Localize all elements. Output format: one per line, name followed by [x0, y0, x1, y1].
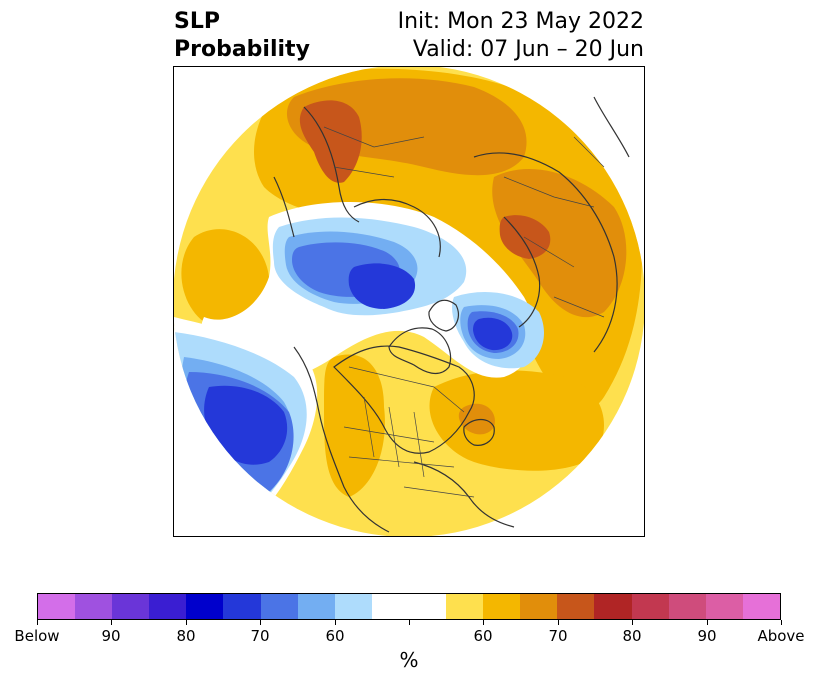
colorbar-tick-label: Above: [757, 627, 805, 645]
colorbar-tick-mark: [260, 620, 261, 625]
colorbar-cell: [742, 594, 780, 619]
colorbar-cell: [38, 594, 76, 619]
colorbar-tick-mark: [409, 620, 410, 625]
valid-range: Valid: 07 Jun – 20 Jun: [412, 37, 644, 62]
political-borders: [323, 126, 605, 498]
field-above-65-east: [492, 168, 627, 318]
map-title-left: SLP Probability: [174, 8, 310, 64]
colorbar-cell: [668, 594, 706, 619]
probability-colorbar: [37, 593, 781, 620]
colorbar-cell: [223, 594, 261, 619]
colorbar-tick-label: 80: [176, 627, 196, 645]
colorbar-cell: [631, 594, 669, 619]
colorbar-cell: [483, 594, 521, 619]
colorbar-tick-label: 90: [697, 627, 717, 645]
colorbar-tick-label: 70: [548, 627, 568, 645]
colorbar-tick-mark: [632, 620, 633, 625]
colorbar-cell: [112, 594, 150, 619]
colorbar-tick-label: Below: [14, 627, 60, 645]
title-product: Probability: [174, 37, 310, 62]
colorbar-tick-mark: [111, 620, 112, 625]
colorbar-cell: [260, 594, 298, 619]
colorbar-tick-mark: [483, 620, 484, 625]
corner-blank-ne: [504, 67, 644, 187]
field-above-60-west: [181, 229, 270, 330]
map-title-right: Init: Mon 23 May 2022 Valid: 07 Jun – 20…: [398, 8, 644, 64]
field-below-70-pacific: [204, 385, 288, 465]
colorbar-tick-mark: [37, 620, 38, 625]
colorbar-cell: [520, 594, 558, 619]
colorbar-tick-label: 60: [325, 627, 345, 645]
field-above-65-south: [458, 403, 495, 435]
colorbar-cell: [408, 594, 447, 619]
corner-blank-nw: [174, 67, 284, 197]
title-variable: SLP: [174, 9, 220, 34]
coastlines: [273, 96, 630, 533]
colorbar-cell: [186, 594, 224, 619]
colorbar-cell: [149, 594, 187, 619]
colorbar-tick-mark: [335, 620, 336, 625]
colorbar-cell: [75, 594, 113, 619]
probability-fields: [174, 67, 644, 536]
colorbar-tick-mark: [781, 620, 782, 625]
field-below-70-arctic: [348, 263, 416, 309]
colorbar-cell: [297, 594, 335, 619]
colorbar-tick-label: 80: [622, 627, 642, 645]
init-date: Init: Mon 23 May 2022: [397, 9, 644, 34]
colorbar-cell: [594, 594, 632, 619]
field-below-70-greenland: [473, 317, 513, 351]
colorbar-tick-mark: [558, 620, 559, 625]
colorbar-tick-label: 60: [473, 627, 493, 645]
colorbar-tick-mark: [707, 620, 708, 625]
colorbar-cell: [705, 594, 743, 619]
colorbar-cell: [557, 594, 595, 619]
colorbar-cell: [371, 594, 409, 619]
colorbar-cell: [446, 594, 484, 619]
colorbar-tick-label: 70: [250, 627, 270, 645]
field-above-60-central: [324, 354, 385, 497]
map-canvas: [174, 67, 644, 536]
colorbar-tick-mark: [186, 620, 187, 625]
colorbar-cell: [334, 594, 372, 619]
field-above-60-south: [429, 370, 604, 471]
colorbar-unit: %: [399, 648, 419, 672]
colorbar-tick-label: 90: [101, 627, 121, 645]
probability-map: [173, 66, 645, 537]
